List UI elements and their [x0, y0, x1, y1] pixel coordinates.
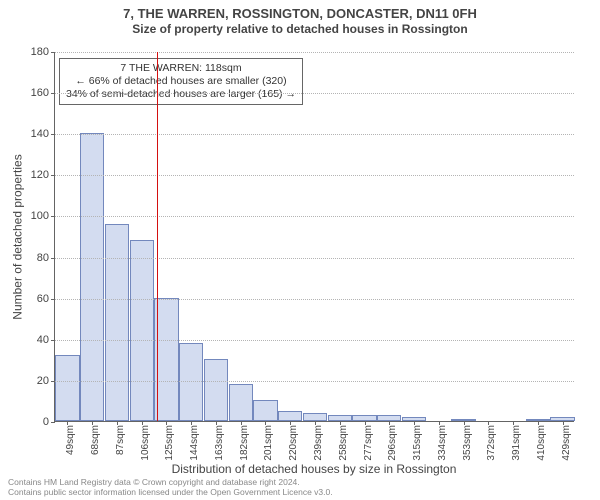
ytick-label: 0	[43, 416, 55, 428]
x-axis-label: Distribution of detached houses by size …	[54, 462, 574, 476]
ytick-label: 140	[31, 128, 55, 140]
gridline-h	[55, 134, 574, 135]
xtick-label: 201sqm	[263, 425, 274, 461]
histogram-bar	[130, 240, 154, 421]
xtick-label: 220sqm	[288, 425, 299, 461]
gridline-h	[55, 381, 574, 382]
xtick-label: 87sqm	[115, 425, 126, 455]
ytick-label: 80	[37, 252, 55, 264]
xtick-label: 391sqm	[511, 425, 522, 461]
chart-container: 7, THE WARREN, ROSSINGTON, DONCASTER, DN…	[0, 0, 600, 500]
title-line-1: 7, THE WARREN, ROSSINGTON, DONCASTER, DN…	[0, 6, 600, 22]
gridline-h	[55, 93, 574, 94]
histogram-bar	[80, 133, 104, 421]
xtick-label: 106sqm	[140, 425, 151, 461]
xtick-label: 144sqm	[189, 425, 200, 461]
xtick-label: 410sqm	[536, 425, 547, 461]
marker-annotation: 7 THE WARREN: 118sqm ← 66% of detached h…	[59, 58, 303, 105]
histogram-bar	[55, 355, 79, 421]
xtick-label: 296sqm	[387, 425, 398, 461]
xtick-label: 429sqm	[561, 425, 572, 461]
attribution-line-2: Contains public sector information licen…	[8, 488, 333, 498]
xtick-label: 49sqm	[65, 425, 76, 455]
bars-layer	[55, 52, 574, 421]
attribution: Contains HM Land Registry data © Crown c…	[8, 478, 333, 498]
histogram-bar	[253, 400, 277, 421]
gridline-h	[55, 52, 574, 53]
ytick-label: 60	[37, 293, 55, 305]
ytick-label: 120	[31, 169, 55, 181]
chart-titles: 7, THE WARREN, ROSSINGTON, DONCASTER, DN…	[0, 0, 600, 37]
xtick-label: 239sqm	[313, 425, 324, 461]
marker-line	[157, 52, 158, 421]
gridline-h	[55, 216, 574, 217]
xtick-label: 277sqm	[363, 425, 374, 461]
title-line-2: Size of property relative to detached ho…	[0, 22, 600, 37]
gridline-h	[55, 340, 574, 341]
xtick-label: 182sqm	[239, 425, 250, 461]
annotation-line-3: 34% of semi-detached houses are larger (…	[66, 88, 296, 101]
xtick-label: 258sqm	[338, 425, 349, 461]
ytick-label: 40	[37, 334, 55, 346]
ytick-label: 20	[37, 375, 55, 387]
ytick-label: 160	[31, 87, 55, 99]
ytick-label: 100	[31, 210, 55, 222]
xtick-label: 334sqm	[437, 425, 448, 461]
annotation-line-2: ← 66% of detached houses are smaller (32…	[66, 75, 296, 88]
xtick-label: 372sqm	[486, 425, 497, 461]
xtick-label: 315sqm	[412, 425, 423, 461]
histogram-bar	[105, 224, 129, 421]
gridline-h	[55, 175, 574, 176]
annotation-line-1: 7 THE WARREN: 118sqm	[66, 62, 296, 75]
ytick-label: 180	[31, 46, 55, 58]
plot-area: 7 THE WARREN: 118sqm ← 66% of detached h…	[54, 52, 574, 422]
histogram-bar	[229, 384, 253, 421]
gridline-h	[55, 299, 574, 300]
xtick-label: 163sqm	[214, 425, 225, 461]
histogram-bar	[204, 359, 228, 421]
histogram-bar	[303, 413, 327, 421]
gridline-h	[55, 258, 574, 259]
xtick-label: 68sqm	[90, 425, 101, 455]
histogram-bar	[179, 343, 203, 421]
xtick-label: 125sqm	[164, 425, 175, 461]
histogram-bar	[278, 411, 302, 421]
y-axis-label-text: Number of detached properties	[11, 154, 25, 319]
xtick-label: 353sqm	[462, 425, 473, 461]
y-axis-label: Number of detached properties	[10, 52, 26, 422]
